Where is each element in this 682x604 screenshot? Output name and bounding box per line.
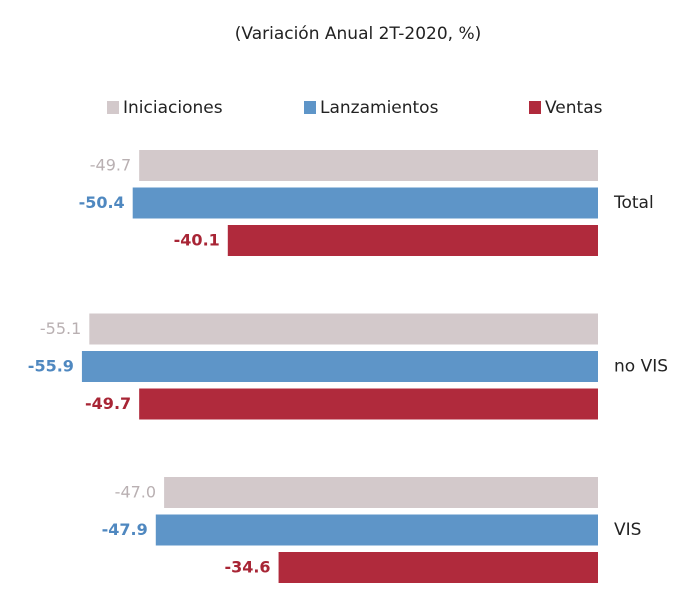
legend-label: Lanzamientos bbox=[320, 98, 439, 118]
bar bbox=[227, 225, 598, 256]
value-label: -50.4 bbox=[79, 193, 125, 212]
value-label: -47.0 bbox=[115, 483, 156, 502]
chart-title: (Variación Anual 2T-2020, %) bbox=[235, 24, 482, 44]
value-label: -55.9 bbox=[28, 357, 74, 376]
bar bbox=[278, 552, 598, 583]
value-label: -40.1 bbox=[174, 231, 220, 250]
bar bbox=[132, 187, 598, 219]
category-label: no VIS bbox=[614, 357, 668, 377]
value-label: -55.1 bbox=[40, 319, 81, 338]
legend-swatch bbox=[107, 101, 119, 114]
value-label: -47.9 bbox=[102, 520, 148, 539]
legend-label: Iniciaciones bbox=[123, 98, 223, 118]
legend-label: Ventas bbox=[545, 98, 603, 118]
bar bbox=[139, 150, 598, 181]
category-label: VIS bbox=[614, 520, 641, 540]
bar bbox=[164, 477, 598, 508]
bar bbox=[155, 514, 599, 546]
bar bbox=[89, 313, 598, 345]
category-label: Total bbox=[613, 193, 654, 213]
legend-swatch bbox=[304, 101, 316, 114]
value-label: -49.7 bbox=[90, 156, 131, 175]
bar bbox=[81, 351, 598, 382]
legend-swatch bbox=[529, 101, 541, 114]
bar bbox=[139, 388, 598, 420]
value-label: -49.7 bbox=[85, 394, 131, 413]
value-label: -34.6 bbox=[224, 558, 270, 577]
